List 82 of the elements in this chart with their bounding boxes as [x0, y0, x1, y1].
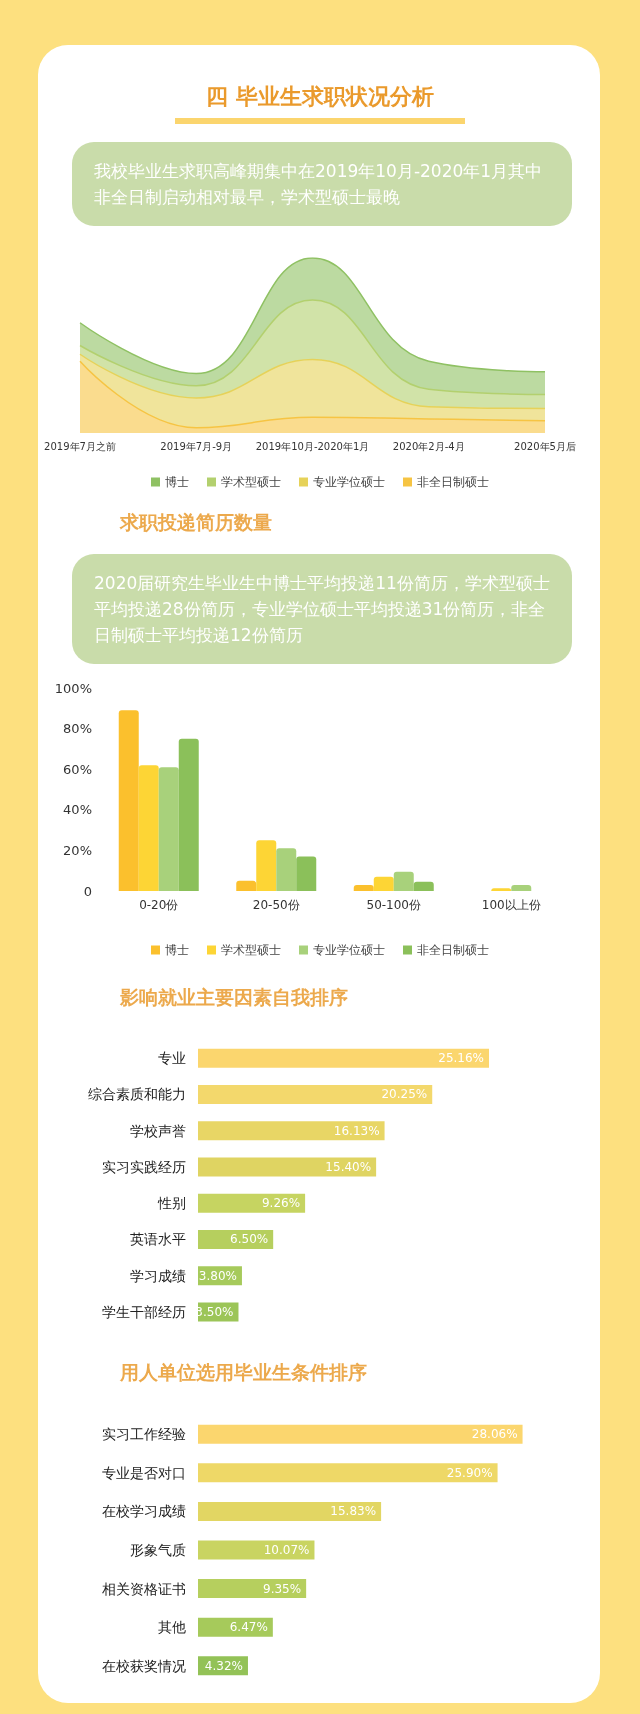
legend-label: 博士 — [165, 943, 189, 957]
x-tick-label: 2019年7月之前 — [44, 440, 116, 452]
legend-label: 博士 — [165, 475, 189, 489]
y-tick-label: 相关资格证书 — [102, 1580, 186, 1597]
data-label: 4.32% — [204, 1658, 243, 1673]
y-tick-label: 80% — [63, 721, 92, 737]
data-label: 6.50% — [230, 1232, 269, 1247]
bar — [511, 884, 532, 891]
bar — [198, 1048, 490, 1068]
bar — [198, 1424, 523, 1444]
bar — [138, 765, 159, 891]
data-label: 10.07% — [263, 1543, 310, 1557]
bar — [373, 876, 394, 891]
bar — [353, 884, 374, 891]
legend-label: 学术型硕士 — [221, 943, 281, 957]
bar — [236, 880, 257, 891]
data-label: 9.26% — [261, 1196, 301, 1211]
y-tick-label: 在校学习成绩 — [102, 1503, 186, 1520]
y-tick-label: 实习工作经验 — [102, 1426, 186, 1443]
chart-subtitle: 我校毕业生求职高峰期集中在2019年10月-2020年1月其中非全日制启动相对最早，学术型硕士最晚 — [72, 142, 572, 226]
bar — [178, 738, 199, 891]
y-tick-label: 形象气质 — [130, 1542, 186, 1558]
data-label: 25.90% — [446, 1465, 493, 1480]
data-label: 25.16% — [438, 1051, 485, 1066]
y-tick-label: 性别 — [157, 1195, 186, 1212]
y-tick-label: 英语水平 — [130, 1231, 186, 1248]
bar — [118, 710, 139, 891]
legend-label: 非全日制硕士 — [417, 475, 489, 489]
y-tick-label: 40% — [63, 802, 92, 818]
x-tick-label: 2020年5月后 — [514, 440, 576, 452]
data-label: 28.06% — [471, 1427, 518, 1442]
y-tick-label: 专业 — [158, 1050, 186, 1067]
y-tick-label: 60% — [63, 761, 92, 777]
y-tick-label: 100% — [54, 680, 92, 696]
bar — [198, 1579, 307, 1599]
bar — [276, 848, 297, 891]
y-tick-label: 学生干部经历 — [102, 1303, 186, 1320]
chart-title: 求职投递简历数量 — [120, 510, 273, 535]
data-label: 15.40% — [325, 1159, 372, 1174]
y-tick-label: 20% — [63, 842, 92, 858]
y-tick-label: 综合素质和能力 — [88, 1086, 186, 1103]
bar — [413, 881, 434, 891]
data-label: 6.47% — [229, 1620, 268, 1635]
x-tick-label: 20-50份 — [252, 898, 300, 912]
chart-title: 四 毕业生求职状况分析 — [175, 82, 465, 124]
bar — [198, 1193, 306, 1213]
bar — [198, 1157, 377, 1177]
x-tick-label: 100以上份 — [481, 898, 541, 912]
bar — [198, 1084, 433, 1104]
bar — [198, 1463, 498, 1483]
bar — [393, 871, 414, 891]
bar — [296, 856, 317, 891]
bar — [256, 840, 277, 891]
y-tick-label: 学习成绩 — [130, 1267, 186, 1284]
x-tick-label: 50-100份 — [366, 898, 422, 912]
data-label: 3.80% — [198, 1268, 237, 1283]
legend-label: 学术型硕士 — [221, 475, 281, 489]
bar — [198, 1501, 382, 1521]
chart-subtitle: 2020届研究生毕业生中博士平均投递11份简历，学术型硕士平均投递28份简历，专业学位硕士平均投递31份简历，非全日制硕士平均投递12份简历 — [72, 554, 572, 664]
legend-label: 专业学位硕士 — [313, 943, 385, 957]
x-tick-label: 2020年2月-4月 — [392, 440, 465, 452]
y-tick-label: 在校获奖情况 — [102, 1657, 186, 1674]
x-tick-label: 0-20份 — [139, 898, 179, 912]
bar — [198, 1121, 385, 1141]
x-tick-label: 2019年10月-2020年1月 — [255, 440, 370, 452]
bar — [198, 1540, 315, 1560]
y-tick-label: 学校声誉 — [130, 1122, 186, 1139]
chart-title: 用人单位选用毕业生条件排序 — [120, 1360, 368, 1385]
data-label: 9.35% — [263, 1581, 302, 1596]
y-tick-label: 实习实践经历 — [102, 1158, 186, 1175]
data-label: 3.50% — [195, 1304, 234, 1319]
y-tick-label: 0 — [83, 883, 92, 899]
legend-label: 非全日制硕士 — [417, 943, 489, 957]
bar — [158, 767, 179, 891]
y-tick-label: 其他 — [158, 1619, 186, 1636]
legend-label: 专业学位硕士 — [313, 475, 385, 489]
data-label: 20.25% — [381, 1087, 428, 1102]
data-label: 16.13% — [333, 1123, 380, 1138]
chart-title: 影响就业主要因素自我排序 — [120, 985, 349, 1010]
x-tick-label: 2019年7月-9月 — [160, 440, 233, 452]
data-label: 15.83% — [330, 1504, 377, 1519]
y-tick-label: 专业是否对口 — [102, 1464, 186, 1481]
